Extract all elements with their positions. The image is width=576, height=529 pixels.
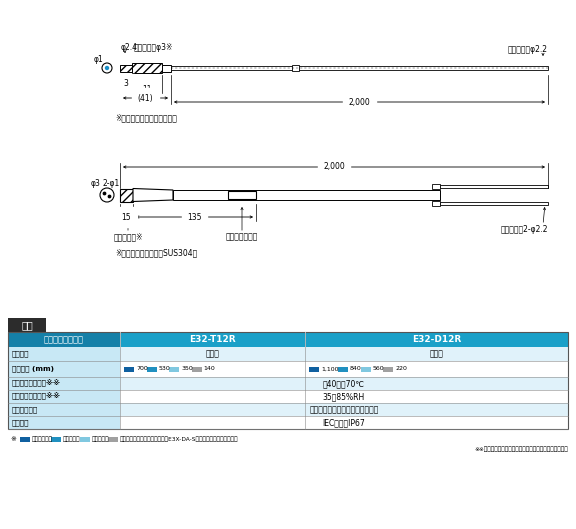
Text: 140: 140 (204, 367, 215, 371)
Text: 1,100: 1,100 (321, 367, 339, 371)
Bar (120, 65, 132, 71)
Text: 2,000: 2,000 (323, 162, 345, 171)
Bar (8, 390, 120, 403)
Text: 135: 135 (187, 213, 202, 222)
Text: φ3: φ3 (91, 178, 101, 187)
Bar (440, 202, 548, 205)
Bar (79, 437, 90, 442)
Text: E32-T12R: E32-T12R (189, 335, 236, 344)
Text: 15: 15 (122, 213, 131, 222)
Bar (8, 361, 120, 377)
Bar (8, 361, 568, 377)
Bar (124, 367, 134, 371)
Text: ※材質：ステンレス（SUS304）: ※材質：ステンレス（SUS304） (115, 249, 197, 258)
Bar (440, 185, 548, 188)
Text: 220: 220 (395, 367, 407, 371)
Text: 使用周囲温度範囲※※: 使用周囲温度範囲※※ (12, 380, 61, 387)
Text: 700: 700 (136, 367, 148, 371)
Text: ファイバユニット: ファイバユニット (44, 335, 84, 344)
Text: 検出ヘッド※: 検出ヘッド※ (113, 233, 143, 242)
Polygon shape (133, 188, 173, 202)
Text: (41): (41) (138, 94, 153, 103)
Text: 3: 3 (124, 79, 128, 88)
Bar (8, 416, 568, 429)
Text: 検出方式: 検出方式 (12, 351, 29, 357)
Text: ※: ※ (10, 436, 16, 442)
Text: プラスチック（塩化ビニル被覆）: プラスチック（塩化ビニル被覆） (309, 405, 378, 414)
Text: 保護構造: 保護構造 (12, 419, 29, 426)
Bar (8, 377, 568, 390)
Text: 2,000: 2,000 (348, 97, 370, 106)
Text: ファイバ材質: ファイバ材質 (12, 406, 38, 413)
Bar (8, 416, 120, 429)
Text: 2-φ1: 2-φ1 (103, 178, 120, 187)
Bar (8, 318, 46, 332)
Bar (292, 65, 299, 71)
Text: ※材質：黄銅ニッケルメッキ: ※材質：黄銅ニッケルメッキ (115, 114, 177, 123)
Bar (8, 332, 120, 347)
Text: 熱収縮チューブ: 熱収縮チューブ (226, 233, 258, 242)
Bar (132, 63, 162, 73)
Text: 最速モード（アンプユニット形E3X-DA-S（汎用タイプ）を使用時）: 最速モード（アンプユニット形E3X-DA-S（汎用タイプ）を使用時） (120, 436, 238, 442)
Bar (120, 188, 133, 202)
Text: 560: 560 (373, 367, 384, 371)
Text: 反射形: 反射形 (430, 350, 444, 359)
Bar (108, 437, 118, 442)
Bar (8, 347, 120, 361)
Text: 高精度モード: 高精度モード (32, 436, 53, 442)
Bar (228, 191, 256, 199)
Bar (8, 347, 568, 361)
Bar (361, 367, 370, 371)
Text: 仕様: 仕様 (21, 320, 33, 330)
Text: ※※使用周囲温度および温度内でも氷結・結露しないこと: ※※使用周囲温度および温度内でも氷結・結露しないこと (474, 446, 568, 452)
Bar (432, 184, 440, 189)
Bar (162, 65, 171, 71)
Bar (171, 66, 548, 70)
Bar (173, 190, 440, 200)
Bar (338, 367, 348, 371)
Text: 350: 350 (181, 367, 193, 371)
Bar (20, 437, 30, 442)
Text: φ2.4: φ2.4 (121, 43, 138, 52)
Text: IEC規格　IP67: IEC規格 IP67 (323, 418, 365, 427)
Bar (8, 390, 568, 403)
Text: 11: 11 (142, 86, 151, 95)
Text: 高速モード: 高速モード (92, 436, 109, 442)
Bar (169, 367, 179, 371)
Text: 光ファイピ2-φ2.2: 光ファイピ2-φ2.2 (501, 224, 548, 233)
Text: E32-D12R: E32-D12R (412, 335, 461, 344)
Text: 530: 530 (158, 367, 170, 371)
Text: φ1: φ1 (93, 54, 103, 63)
Circle shape (105, 67, 108, 69)
Bar (51, 437, 61, 442)
Text: 使用周囲湿度範囲※※: 使用周囲湿度範囲※※ (12, 393, 61, 400)
Text: 検出距離 (mm): 検出距離 (mm) (12, 366, 54, 372)
Bar (8, 377, 120, 390)
Bar (309, 367, 319, 371)
Text: 光ファイバφ2.2: 光ファイバφ2.2 (508, 45, 548, 54)
Bar (192, 367, 202, 371)
Circle shape (103, 193, 106, 195)
Circle shape (108, 195, 111, 198)
Bar (432, 201, 440, 206)
Text: 検出ヘッドφ3※: 検出ヘッドφ3※ (134, 43, 173, 52)
Bar (383, 367, 393, 371)
Text: 標準モード: 標準モード (63, 436, 81, 442)
Bar (8, 403, 120, 416)
Bar (8, 332, 568, 347)
Bar (8, 332, 568, 429)
Bar (147, 367, 157, 371)
Text: 透過形: 透過形 (206, 350, 219, 359)
Text: 840: 840 (350, 367, 362, 371)
Text: 35～85%RH: 35～85%RH (323, 392, 365, 401)
Text: －40～＋70℃: －40～＋70℃ (323, 379, 365, 388)
Bar (8, 403, 568, 416)
